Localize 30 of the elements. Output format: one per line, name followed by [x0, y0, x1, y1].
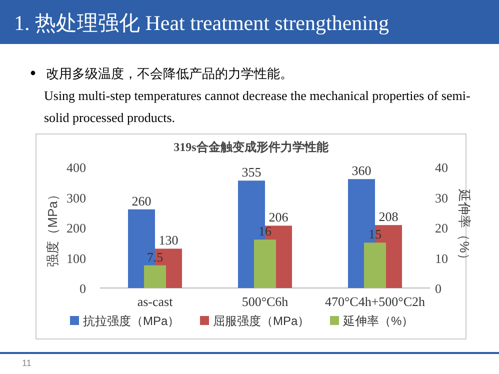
y2-tick-label: 20	[435, 220, 448, 236]
y2-tick-label: 0	[435, 281, 442, 296]
text: 1. 热处理强化 Heat treatment strengthening	[14, 11, 390, 35]
text: Using multi-step temperatures cannot decrease the mechanical properties of semi-solid processed products.	[44, 87, 472, 127]
y-axis-title: 强度（MPa）	[45, 188, 60, 267]
legend-label: 抗拉强度（MPa）	[83, 314, 180, 328]
x-tick-label: 470°C4h+500°C2h	[324, 294, 426, 309]
y-tick-label: 0	[80, 281, 86, 296]
data-label: 130	[158, 232, 178, 248]
data-label: 208	[378, 209, 398, 224]
chart-title: 319s合金触变成形件力学性能	[174, 140, 330, 154]
legend-label: 屈服强度（MPa）	[213, 314, 310, 328]
data-label: 7.5	[146, 249, 164, 264]
y-tick-label: 400	[66, 160, 86, 175]
y-tick-label: 100	[66, 250, 86, 266]
data-label: 355	[242, 164, 262, 180]
y2-axis-title: 延伸率（%）	[457, 188, 472, 266]
y-tick-label: 200	[66, 220, 86, 236]
y-tick-label: 300	[66, 190, 86, 206]
data-label: 260	[132, 193, 152, 208]
y2-tick-label: 40	[435, 160, 448, 175]
data-label: 360	[352, 163, 372, 178]
legend-label: 延伸率（%）	[342, 314, 414, 328]
y2-tick-label: 10	[435, 250, 448, 266]
data-label: 206	[268, 210, 289, 225]
text: 11	[22, 358, 32, 368]
x-tick-label: as-cast	[137, 294, 174, 309]
y2-tick-label: 30	[435, 190, 448, 206]
text: 改用多级温度，不会降低产品的力学性能。	[46, 66, 293, 81]
x-tick-label: 500°C6h	[242, 294, 289, 309]
